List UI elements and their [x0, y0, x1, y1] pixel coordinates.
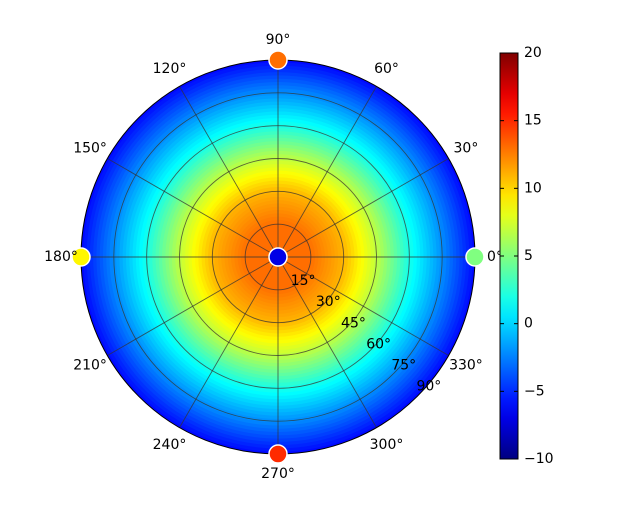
angle-grid-line: [107, 256, 279, 356]
angle-tick-label: 180°: [44, 249, 78, 265]
marker-point: [268, 247, 288, 267]
colorbar-tick-label: 15: [524, 113, 542, 129]
marker-point: [71, 247, 91, 267]
polar-plot-area: 0° 30° 60° 90° 120° 150° 180° 210° 240° 270° 300° 3…: [44, 32, 503, 482]
colorbar-tick-label: 10: [524, 180, 542, 196]
angle-tick-label: 270°: [261, 466, 295, 482]
radial-tick-label: 45°: [341, 315, 366, 331]
angle-grid-line: [277, 256, 449, 356]
angle-tick-label: 240°: [153, 437, 187, 453]
angle-tick-label: 300°: [370, 437, 404, 453]
angle-tick-label: 210°: [73, 358, 107, 374]
colorbar-tick-label: −5: [524, 383, 545, 399]
radial-tick-label: 30°: [316, 294, 341, 310]
colorbar-ticks: −10 −5 0 5 10 15 20: [500, 45, 554, 467]
angle-tick-label: 90°: [266, 32, 291, 48]
angle-tick-labels: 0° 30° 60° 90° 120° 150° 180° 210° 240° 270° 300° 3…: [44, 32, 503, 482]
angle-tick-label: 30°: [454, 141, 479, 157]
angle-tick-label: 330°: [449, 358, 483, 374]
marker-point: [268, 50, 288, 70]
angle-grid-line: [277, 158, 449, 258]
marker-group: [71, 50, 485, 464]
angle-tick-label: 60°: [374, 61, 399, 77]
angle-grid-line: [277, 86, 377, 258]
marker-point: [268, 444, 288, 464]
angle-tick-label: 150°: [73, 141, 107, 157]
polar-grid: [81, 60, 475, 454]
radial-tick-label: 90°: [416, 379, 441, 395]
angle-grid-line: [107, 158, 279, 258]
angle-grid-line: [179, 86, 279, 258]
colorbar-tick-label: 5: [524, 248, 533, 264]
angle-grid-line: [179, 256, 279, 428]
radial-tick-label: 60°: [366, 336, 391, 352]
radial-tick-label: 15°: [291, 273, 316, 289]
colorbar: −10 −5 0 5 10 15 20: [499, 45, 554, 467]
radial-tick-labels: 15°30°45°60°75°90°: [291, 273, 442, 395]
angle-tick-label: 120°: [153, 61, 187, 77]
angle-grid-line: [277, 256, 377, 428]
colorbar-tick-label: 0: [524, 316, 533, 332]
angle-tick-label: 0°: [487, 249, 503, 265]
colorbar-tick-label: 20: [524, 45, 542, 61]
colorbar-tick-label: −10: [524, 451, 554, 467]
radial-tick-label: 75°: [391, 358, 416, 374]
marker-point: [465, 247, 485, 267]
